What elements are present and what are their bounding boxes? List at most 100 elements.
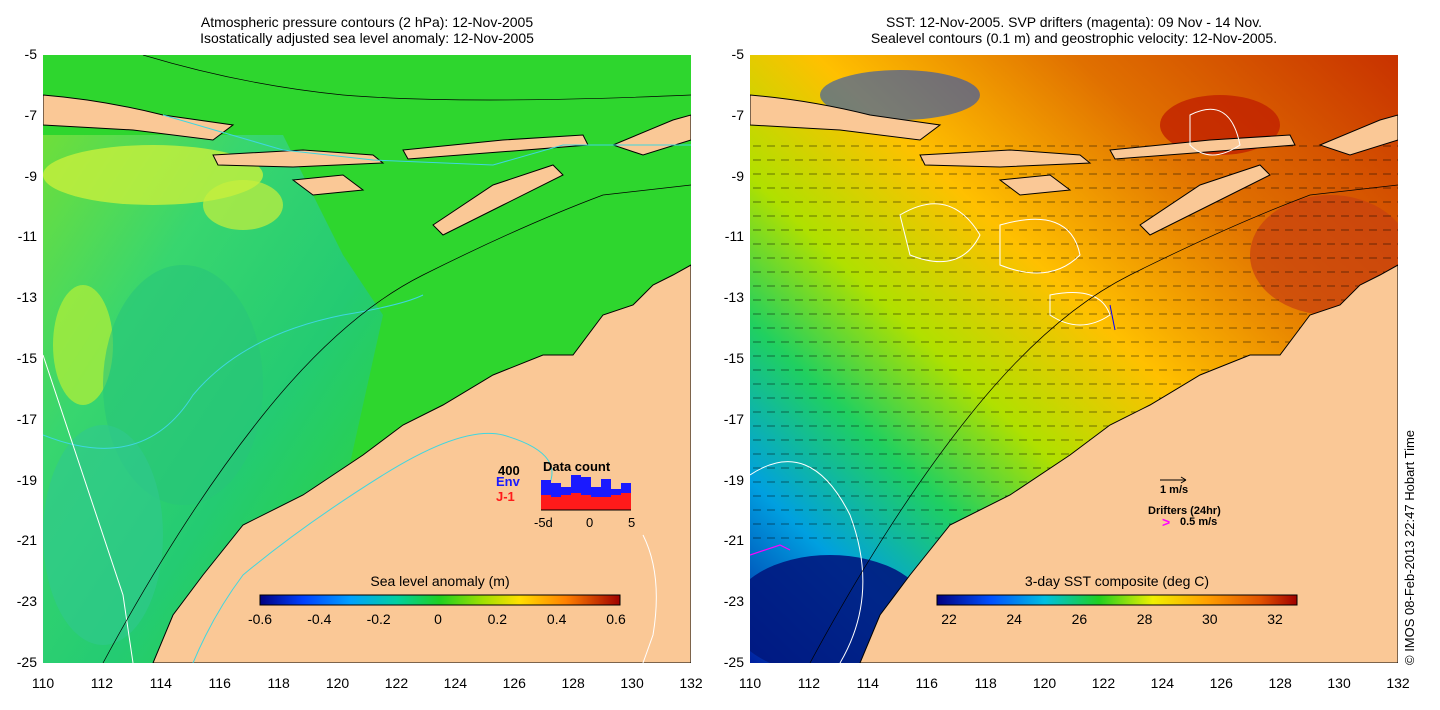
inset-bar-j1 bbox=[611, 495, 621, 510]
timor-island bbox=[432, 164, 564, 236]
sea-level-high-patch bbox=[53, 285, 113, 405]
right-lon-tick: 110 bbox=[738, 675, 762, 691]
sst-cool-patch bbox=[820, 70, 980, 120]
pressure-contour bbox=[142, 55, 691, 101]
sst-colorbar-tick: 32 bbox=[1267, 611, 1283, 627]
right-lon-tick: 118 bbox=[974, 675, 997, 691]
right-lat-tick: -21 bbox=[723, 532, 744, 549]
right-lon-tick: 112 bbox=[797, 675, 821, 691]
inset-xtick-start: -5d bbox=[534, 515, 553, 530]
right-lon-tick: 124 bbox=[1150, 675, 1175, 691]
left-lon-tick: 122 bbox=[384, 675, 409, 691]
sst-colorbar-tick: 22 bbox=[941, 611, 957, 627]
left-panel-title: Atmospheric pressure contours (2 hPa): 1… bbox=[42, 14, 692, 46]
sealevel-contour bbox=[999, 218, 1081, 274]
eastern-islands bbox=[1318, 114, 1398, 156]
sea-level-colorbar-tick: 0 bbox=[434, 611, 442, 627]
sea-level-colorbar-label: Sea level anomaly (m) bbox=[370, 573, 510, 589]
java-island bbox=[750, 94, 942, 141]
right-lat-tick: -13 bbox=[723, 289, 744, 306]
australia-land bbox=[859, 264, 1398, 663]
left-lat-tick: -17 bbox=[16, 410, 37, 427]
left-lon-tick: 116 bbox=[208, 675, 231, 691]
right-lon-tick: 114 bbox=[856, 675, 879, 691]
sea-level-colorbar bbox=[259, 594, 621, 606]
left-lon-tick: 110 bbox=[31, 675, 55, 691]
left-lon-tick: 118 bbox=[267, 675, 290, 691]
inset-bar-env bbox=[571, 475, 581, 510]
inset-j1-label: J-1 bbox=[496, 489, 515, 504]
left-lat-tick: -11 bbox=[17, 228, 37, 245]
inset-bar-j1 bbox=[601, 497, 611, 510]
sea-level-colorbar-tick: -0.4 bbox=[307, 611, 332, 627]
sst-colorbar bbox=[936, 594, 1298, 606]
sea-level-colorbar-tick: -0.2 bbox=[366, 611, 391, 627]
cyan-contour bbox=[192, 432, 553, 663]
sst-colorbar-tick: 28 bbox=[1136, 611, 1153, 627]
sea-level-anomaly-map[interactable] bbox=[43, 55, 691, 663]
left-lat-tick: -23 bbox=[16, 593, 37, 610]
right-lat-tick: -23 bbox=[723, 593, 744, 610]
right-title-line1: SST: 12-Nov-2005. SVP drifters (magenta)… bbox=[885, 14, 1263, 30]
inset-bar-env bbox=[601, 479, 611, 510]
left-lon-tick: 120 bbox=[325, 675, 350, 691]
right-lat-tick: -9 bbox=[731, 167, 744, 184]
velocity-key-label: 1 m/s bbox=[1160, 484, 1189, 496]
white-contour bbox=[43, 354, 134, 663]
left-lat-tick: -5 bbox=[24, 46, 37, 62]
sealevel-contour bbox=[750, 461, 864, 663]
right-lat-tick: -5 bbox=[731, 46, 744, 62]
drifter-key-marker: > bbox=[1162, 514, 1171, 530]
white-contour bbox=[642, 534, 657, 663]
right-lon-tick: 122 bbox=[1091, 675, 1116, 691]
right-lon-tick: 130 bbox=[1327, 675, 1351, 691]
inset-ymax-label: 400 bbox=[498, 463, 520, 478]
drifter-track bbox=[750, 544, 791, 556]
sea-level-colorbar-tick: 0.6 bbox=[606, 611, 626, 627]
right-lat-tick: -17 bbox=[723, 410, 744, 427]
right-lon-tick: 126 bbox=[1209, 675, 1233, 691]
inset-bar-j1 bbox=[541, 495, 551, 510]
inset-bar-j1 bbox=[621, 493, 631, 510]
right-lat-tick: -15 bbox=[723, 350, 744, 366]
sst-colorbar-label: 3-day SST composite (deg C) bbox=[1024, 573, 1210, 589]
java-island bbox=[43, 94, 235, 141]
sea-level-colorbar-tick: -0.6 bbox=[247, 611, 273, 627]
timor-island bbox=[1139, 164, 1271, 236]
cyan-contour bbox=[43, 294, 424, 449]
pressure-contour bbox=[809, 184, 1398, 663]
right-lat-tick: -11 bbox=[724, 228, 744, 245]
left-title-line1: Atmospheric pressure contours (2 hPa): 1… bbox=[200, 14, 534, 30]
sst-colorbar-tick: 30 bbox=[1202, 611, 1218, 627]
right-lat-tick: -19 bbox=[723, 471, 744, 488]
drifter-key-title: Drifters (24hr) bbox=[1148, 505, 1221, 517]
right-lon-tick: 132 bbox=[1386, 675, 1410, 691]
sealevel-contour bbox=[899, 203, 981, 263]
sealevel-contour bbox=[1049, 292, 1111, 326]
sealevel-contour bbox=[1189, 108, 1241, 156]
lesser-sunda-islands bbox=[212, 149, 385, 168]
sea-level-high-patch bbox=[203, 180, 283, 230]
right-lat-tick: -7 bbox=[731, 106, 744, 123]
left-lon-tick: 126 bbox=[502, 675, 526, 691]
sst-map[interactable] bbox=[750, 55, 1398, 663]
left-lon-tick: 112 bbox=[90, 675, 114, 691]
sumba-island bbox=[291, 174, 365, 196]
inset-env-label: Env bbox=[496, 474, 520, 489]
sea-level-colorbar-tick: 0.4 bbox=[546, 611, 567, 627]
sumba-island bbox=[998, 174, 1072, 196]
sea-level-high-patch bbox=[43, 145, 263, 205]
left-lat-tick: -13 bbox=[16, 289, 37, 306]
right-lat-tick: -25 bbox=[723, 654, 744, 670]
left-lat-tick: -15 bbox=[16, 350, 37, 366]
inset-bar-env bbox=[581, 477, 591, 510]
copyright-notice: © IMOS 08-Feb-2013 22:47 Hobart Time bbox=[1402, 429, 1417, 665]
inset-title: Data count bbox=[543, 459, 611, 474]
right-lon-tick: 128 bbox=[1268, 675, 1292, 691]
flores-island bbox=[1109, 134, 1296, 160]
inset-bar-j1 bbox=[581, 495, 591, 510]
left-lon-tick: 132 bbox=[679, 675, 703, 691]
left-lon-tick: 128 bbox=[561, 675, 585, 691]
drifter-key-value: 0.5 m/s bbox=[1180, 516, 1218, 528]
inset-bar-j1 bbox=[551, 497, 561, 510]
